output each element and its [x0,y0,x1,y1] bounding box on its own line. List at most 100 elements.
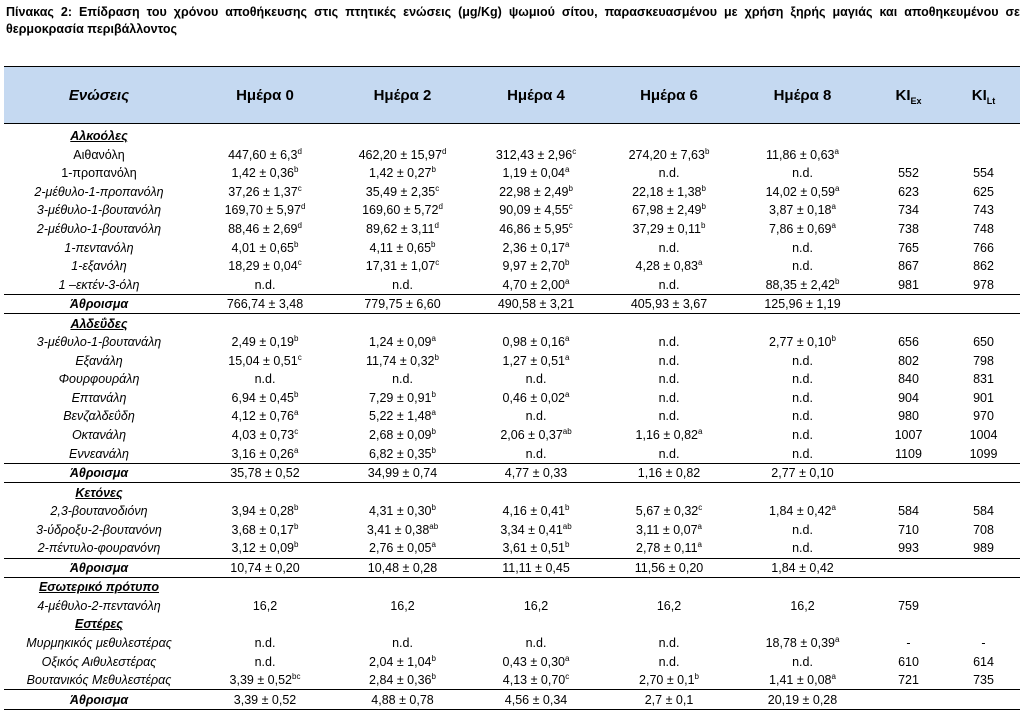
value-text: 11,11 ± 0,45 [502,560,570,575]
significance-letter: a [431,408,436,418]
value-cell-day-0: 18,29 ± 0,04c [194,257,336,276]
value-text: n.d. [658,277,680,292]
value-cell-day-8: 18,78 ± 0,39a [735,634,870,653]
significance-letter: a [831,503,836,513]
value-text: 46,86 ± 5,95 [499,222,569,236]
significance-letter: a [565,352,570,362]
value-text: 90,09 ± 4,55 [499,203,569,218]
significance-letter: b [294,165,299,175]
ki-ex-cell: 710 [898,522,919,537]
value-cell-day-6: 2,78 ± 0,11a [603,539,735,558]
value-cell-day-4: 90,09 ± 4,55c [469,201,603,220]
empty-cell [194,615,336,634]
compound-name: 4-μέθυλο-2-πεντανόλη [37,598,161,613]
value-text: 3,12 ± 0,09 [231,541,294,556]
empty-cell [603,578,735,597]
value-cell-day-2: 2,84 ± 0,36b [336,671,469,690]
value-cell-day-2: 169,60 ± 5,72d [336,201,469,220]
significance-letter: b [431,239,436,249]
empty-cell [336,124,469,146]
value-text: 1,84 ± 0,42 [769,504,832,519]
ki-lt-cell: 748 [973,222,994,236]
table-row: 3-ύδροξυ-2-βουτανόνη 3,68 ± 0,17b 3,41 ± 0… [4,520,1020,539]
value-cell-day-2: 2,76 ± 0,05a [336,539,469,558]
table-row: 4-μέθυλο-2-πεντανόλη 16,2 16,2 16,2 16,2 16,2… [4,597,1020,616]
value-cell-day-6: 16,2 [603,597,735,616]
empty-cell [870,578,947,597]
ki-lt-cell: 708 [973,522,994,537]
compound-name: 2,3-βουτανοδιόνη [50,504,148,519]
ki-ex-cell: 1007 [894,428,923,443]
value-text: 2,06 ± 0,37 [500,428,563,443]
value-text: 2,77 ± 0,10 [769,335,832,350]
significance-letter: b [294,239,299,249]
table-row: 1-πεντανόλη 4,01 ± 0,65b 4,11 ± 0,65b 2,36 … [4,238,1020,257]
value-text: 18,78 ± 0,39 [765,636,835,651]
value-text: 3,94 ± 0,28 [231,504,294,519]
ki-lt-cell: 650 [973,335,994,350]
table-row: Εξανάλη 15,04 ± 0,51c 11,74 ± 0,32b 1,27 ± … [4,352,1020,371]
value-text: 22,18 ± 1,38 [632,184,702,199]
value-cell-day-6: n.d. [603,444,735,463]
empty-cell [469,483,603,502]
table-row: 2,3-βουτανοδιόνη 3,94 ± 0,28b 4,31 ± 0,30b… [4,502,1020,521]
ki-lt-cell: 798 [973,353,994,368]
value-cell-day-6: n.d. [603,164,735,183]
value-text: 274,20 ± 7,63 [628,147,705,162]
value-text: 4,77 ± 0,33 [504,466,568,481]
value-text: 3,16 ± 0,26 [231,446,294,461]
value-cell-day-2: n.d. [336,634,469,653]
header-ki-lt-main: KI [971,86,987,104]
value-cell-day-0: 35,78 ± 0,52 [194,462,336,484]
value-cell-day-4: n.d. [469,634,603,653]
ki-lt-cell [947,293,1020,315]
ki-lt-cell: 766 [973,240,994,255]
value-text: n.d. [792,372,813,387]
value-cell-day-6: n.d. [603,634,735,653]
header-ki-ex-sub: Ex [910,95,922,106]
value-cell-day-6: 4,28 ± 0,83a [603,257,735,276]
value-text: 1,16 ± 0,82 [637,466,701,481]
total-label: Άθροισμα [4,462,194,484]
value-cell-day-8: 1,84 ± 0,42a [735,502,870,521]
value-text: 4,31 ± 0,30 [369,504,432,519]
value-cell-day-2: 34,99 ± 0,74 [336,462,469,484]
value-cell-day-0: 37,26 ± 1,37c [194,183,336,202]
significance-letter: b [565,540,570,550]
value-text: 4,88 ± 0,78 [371,692,434,707]
value-text: 1,16 ± 0,82 [635,428,698,443]
section-title: Κετόνες [75,485,123,500]
empty-cell [870,483,947,502]
value-cell-day-2: 1,24 ± 0,09a [336,333,469,352]
ki-ex-cell [870,689,947,710]
table-row: Οξικός Αιθυλεστέρας n.d. 2,04 ± 1,04b 0,43 … [4,652,1020,671]
significance-letter: a [697,521,702,531]
value-cell-day-8: 2,77 ± 0,10 [735,462,870,484]
value-cell-day-2: 4,88 ± 0,78 [336,689,469,710]
value-text: 3,39 ± 0,52 [229,673,292,688]
ki-ex-cell: 610 [898,654,919,669]
significance-letter: c [698,503,703,513]
value-text: n.d. [792,353,813,368]
significance-letter: b [431,389,436,399]
significance-letter: b [701,183,706,193]
value-cell-day-0: 15,04 ± 0,51c [194,352,336,371]
ki-ex-cell [870,462,947,484]
compound-name: 3-ύδροξυ-2-βουτανόνη [36,522,162,537]
significance-letter: b [565,503,570,513]
value-cell-day-4: 0,98 ± 0,16a [469,333,603,352]
value-text: n.d. [792,409,813,424]
value-text: 3,39 ± 0,52 [233,692,297,707]
total-row: Άθροισμα 3,39 ± 0,52 4,88 ± 0,78 4,56 ± 0,3… [4,689,1020,710]
value-text: n.d. [792,522,813,537]
value-text: 447,60 ± 6,3 [228,147,298,162]
value-text: 7,29 ± 0,91 [369,390,432,405]
ki-ex-cell: 552 [898,166,919,181]
value-text: 3,61 ± 0,51 [502,541,565,556]
value-text: 2,70 ± 0,1 [639,673,695,688]
significance-letter: a [565,239,570,249]
compound-name: 2-μέθυλο-1-βουτανόλη [36,222,162,236]
value-cell-day-0: 1,42 ± 0,36b [194,164,336,183]
value-text: 9,97 ± 2,70 [502,259,565,274]
empty-cell [336,615,469,634]
